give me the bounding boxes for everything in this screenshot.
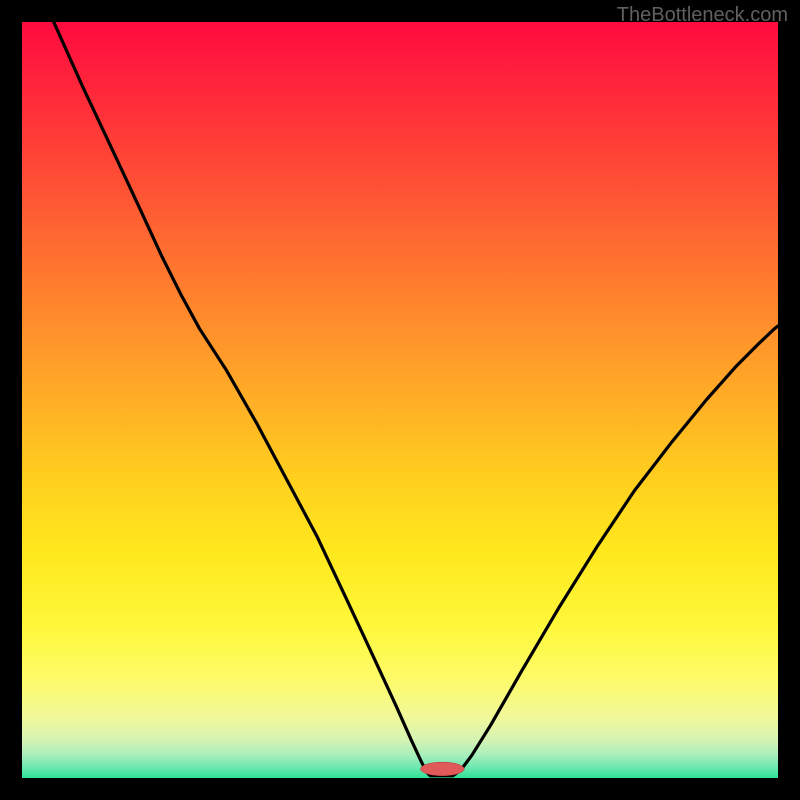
bottleneck-curve xyxy=(22,22,778,778)
bottleneck-chart xyxy=(22,22,778,778)
watermark-text: TheBottleneck.com xyxy=(617,4,788,27)
